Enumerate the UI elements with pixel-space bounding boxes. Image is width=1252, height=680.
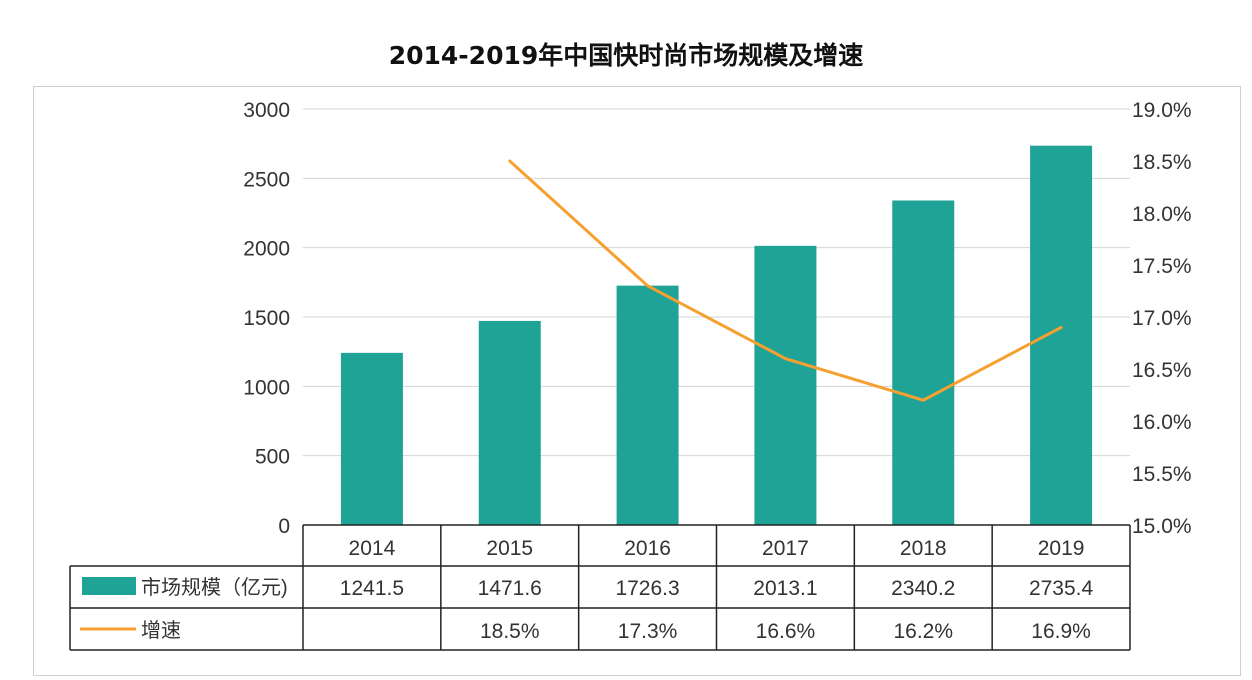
bar-data-label: 2013.1 [753,577,817,600]
line-point [1059,325,1063,329]
left-tick-label: 3000 [243,99,290,122]
right-tick-label: 17.0% [1132,307,1192,330]
bar-data-label: 2735.4 [1029,577,1094,600]
line-point [508,159,512,163]
right-tick-label: 18.5% [1132,151,1192,174]
category-label: 2014 [349,537,396,560]
bar [754,245,817,525]
bar [616,285,679,525]
right-tick-label: 16.0% [1132,411,1192,434]
bar-data-label: 1241.5 [340,577,404,600]
bar [892,200,955,526]
bar-data-label: 1726.3 [615,577,679,600]
category-label: 2016 [624,537,671,560]
right-tick-label: 18.0% [1132,203,1192,226]
right-tick-label: 16.5% [1132,359,1192,382]
left-tick-label: 2500 [243,168,290,191]
category-label: 2018 [900,537,947,560]
bar-data-label: 2340.2 [891,577,955,600]
legend-label-line: 增速 [141,619,181,642]
chart-title: 2014-2019年中国快时尚市场规模及增速 [388,41,864,70]
category-label: 2019 [1038,537,1085,560]
right-tick-label: 17.5% [1132,255,1192,278]
line-point [783,357,787,361]
category-label: 2015 [486,537,533,560]
legend-swatch-bar [82,577,136,595]
right-tick-label: 19.0% [1132,99,1192,122]
bar-data-label: 1471.6 [478,577,542,600]
left-tick-label: 1500 [243,307,290,330]
right-tick-label: 15.5% [1132,463,1192,486]
bar [478,320,541,525]
left-tick-label: 1000 [243,376,290,399]
left-tick-label: 2000 [243,238,290,261]
line-point [921,398,925,402]
left-tick-label: 0 [278,515,290,538]
line-data-label: 16.2% [893,620,953,643]
bar [1030,145,1093,525]
bar [340,352,403,525]
line-data-label: 16.6% [756,620,816,643]
chart-frame [33,86,1241,676]
line-data-label: 18.5% [480,620,540,643]
left-tick-label: 500 [255,446,290,469]
line-data-label: 17.3% [618,620,678,643]
right-tick-label: 15.0% [1132,515,1192,538]
line-data-label: 16.9% [1031,620,1091,643]
line-point [646,284,650,288]
legend-label-bar: 市场规模（亿元) [141,576,288,599]
category-label: 2017 [762,537,809,560]
